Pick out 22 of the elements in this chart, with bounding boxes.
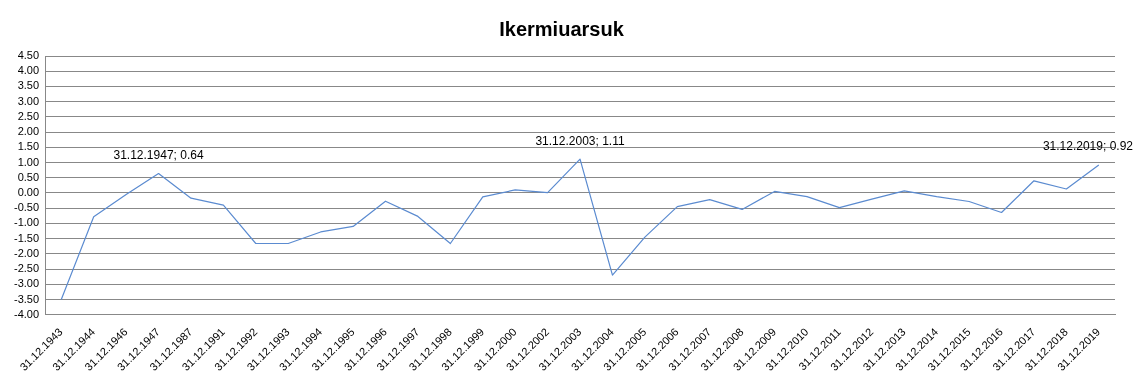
y-tick-label: 1.00: [17, 155, 40, 168]
y-tick-label: 0.50: [17, 170, 40, 183]
y-tick-label: 3.00: [17, 94, 40, 107]
y-tick-label: -1.50: [13, 231, 40, 244]
y-tick-label: -1.00: [13, 216, 40, 229]
annotation: 31.12.2003; 1.11: [535, 133, 625, 148]
y-tick-label: 4.50: [17, 49, 40, 62]
y-tick-label: 1.50: [17, 140, 40, 153]
chart-title: Ikermiuarsuk: [499, 17, 625, 40]
y-tick-label: -2.50: [13, 262, 40, 275]
y-tick-label: -4.00: [13, 307, 40, 320]
y-tick-label: -2.00: [13, 246, 40, 259]
annotation: 31.12.2019; 0.92: [1042, 139, 1134, 154]
y-tick-label: 2.50: [17, 109, 40, 122]
y-tick-label: -3.50: [13, 292, 40, 305]
y-tick-label: 2.00: [17, 125, 40, 138]
y-tick-label: 4.00: [17, 64, 40, 77]
annotation: 31.12.1947; 0.64: [113, 147, 204, 162]
y-tick-label: -3.00: [13, 277, 40, 290]
y-tick-label: 3.50: [17, 79, 40, 92]
y-tick-label: 0.00: [17, 186, 40, 199]
y-tick-label: -0.50: [13, 201, 40, 214]
